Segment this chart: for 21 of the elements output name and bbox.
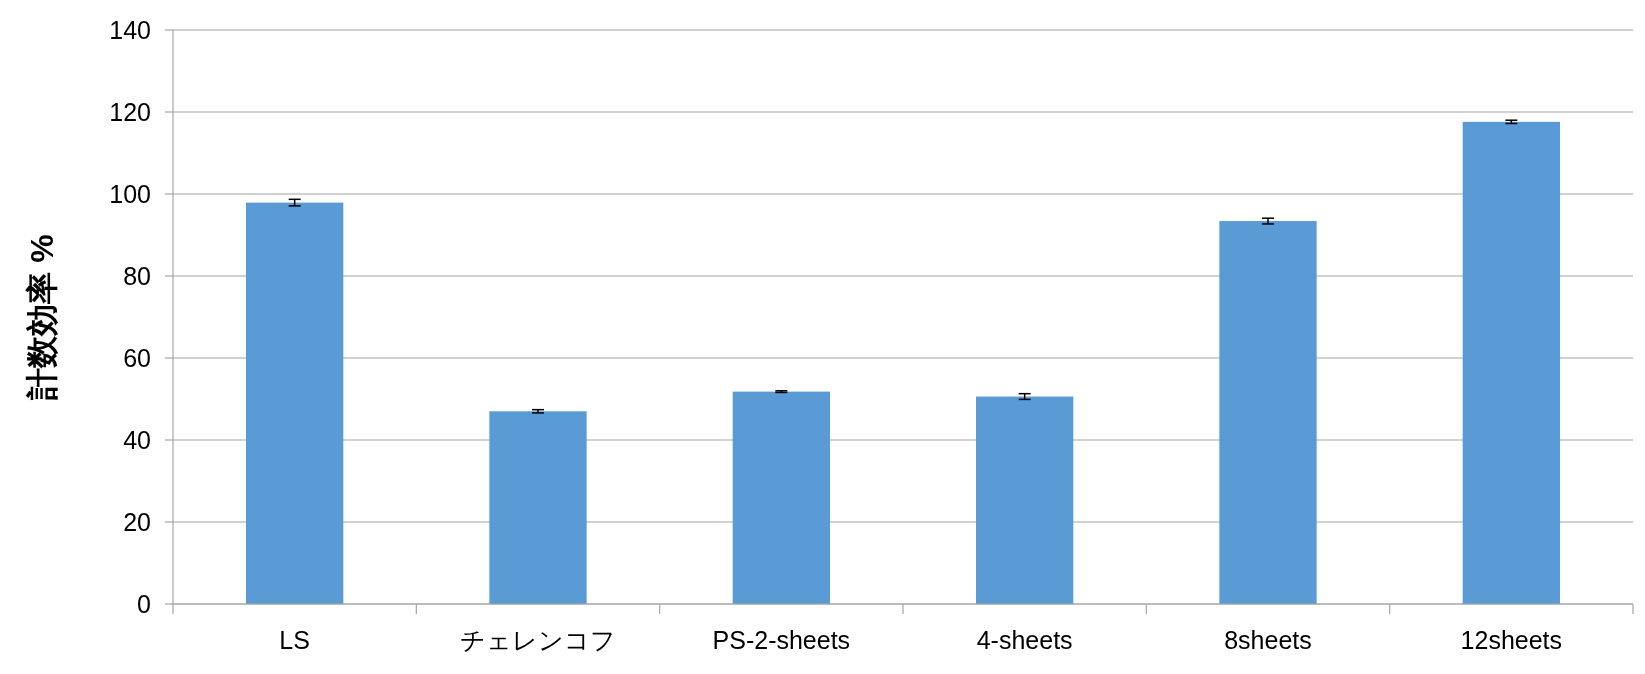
bar [1462,121,1560,604]
y-axis-title: 計数効率 % [24,234,60,401]
y-tick-label: 20 [123,507,151,536]
y-tick-label: 100 [109,179,151,208]
y-tick-label: 140 [109,15,151,44]
y-tick-label: 0 [137,589,151,618]
y-tick-label: 120 [109,97,151,126]
x-tick-label: PS-2-sheets [712,626,851,654]
x-tick-label: 12sheets [1460,626,1563,654]
bar [1219,221,1317,604]
y-tick-label: 80 [123,261,151,290]
bar [732,391,830,604]
bar [246,202,344,604]
bar [489,411,587,604]
x-tick-label: 4-sheets [976,626,1073,654]
x-tick-label: LS [279,626,310,654]
x-tick-label: チェレンコフ [460,626,616,654]
bar [976,396,1074,604]
y-tick-label: 40 [123,425,151,454]
x-tick-label: 8sheets [1224,626,1312,654]
y-tick-label: 60 [123,343,151,372]
